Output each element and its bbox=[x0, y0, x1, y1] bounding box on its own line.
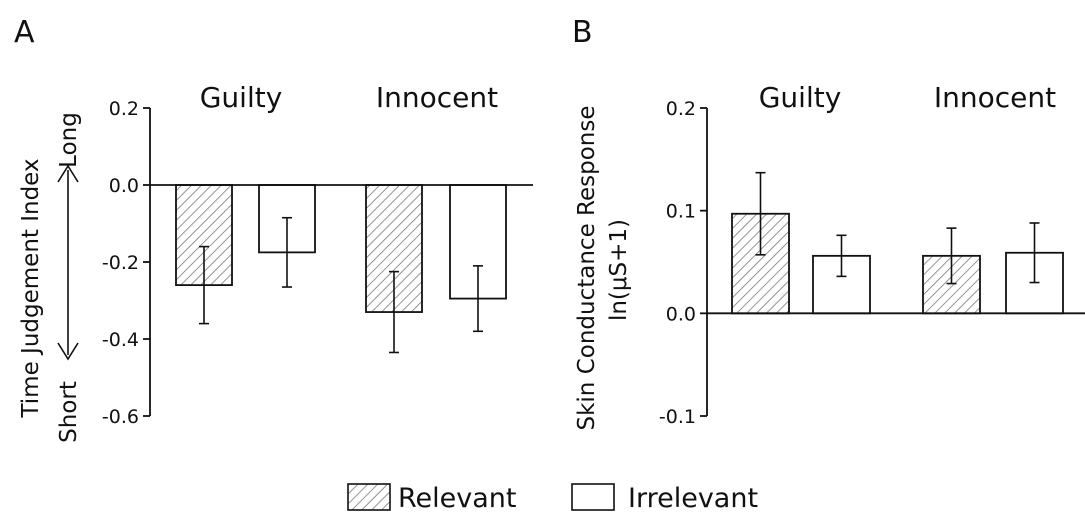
panel-a-bar-irrelevant-guilty-error-bar bbox=[282, 216, 292, 288]
panel-b-y-tick-label: 0.0 bbox=[666, 303, 696, 325]
panel-b-chart: 0.2 0.1 0.0 -0.1 bbox=[659, 98, 1085, 428]
panel-a-bar-relevant-guilty-error-bar bbox=[199, 245, 209, 325]
panel-a-y-tick-label: -0.2 bbox=[102, 252, 139, 274]
panel-b-bar-relevant-innocent-error-bar bbox=[946, 227, 957, 285]
panel-a-group-label-guilty: Guilty bbox=[200, 81, 283, 114]
panel-a-y-axis-label: Time Judgement Index bbox=[18, 158, 44, 418]
panel-a-direction-arrow bbox=[57, 164, 79, 361]
panel-b-group-label-innocent: Innocent bbox=[934, 81, 1056, 114]
panel-b-y-tick-label: -0.1 bbox=[659, 406, 696, 428]
panel-b-y-tick-label: 0.1 bbox=[666, 201, 696, 223]
panel-b-group-label-guilty: Guilty bbox=[759, 81, 842, 114]
legend-label-relevant: Relevant bbox=[398, 483, 517, 514]
legend-swatch-irrelevant bbox=[571, 483, 615, 511]
panel-a-y-tick-label: -0.6 bbox=[102, 406, 139, 428]
panel-a-bar-relevant-innocent-error-bar bbox=[389, 270, 399, 354]
panel-a-y-tick-label: 0.2 bbox=[109, 98, 139, 120]
panel-b-y-axis-unit-label: ln(μS+1) bbox=[606, 219, 632, 321]
panel-b-bar-irrelevant-guilty-error-bar bbox=[836, 234, 847, 278]
panel-a-direction-label-short: Short bbox=[56, 381, 82, 443]
legend-swatch-relevant bbox=[347, 483, 391, 511]
panel-a-y-tick-label: 0.0 bbox=[109, 175, 139, 197]
panel-a-letter: A bbox=[14, 15, 35, 50]
panel-a-y-tick-label: -0.4 bbox=[102, 329, 139, 351]
panel-a-bar-irrelevant-innocent-error-bar bbox=[473, 265, 483, 333]
panel-a-chart: 0.2 0.0 -0.2 -0.4 -0.6 bbox=[102, 98, 533, 428]
panel-b-bar-relevant-guilty-error-bar bbox=[755, 171, 766, 256]
legend-label-irrelevant: Irrelevant bbox=[628, 483, 758, 514]
panel-a-group-label-innocent: Innocent bbox=[376, 81, 498, 114]
panel-b-y-tick-label: 0.2 bbox=[666, 98, 696, 120]
panel-b-y-axis-label: Skin Conductance Response bbox=[574, 106, 600, 431]
panel-b-letter: B bbox=[572, 15, 593, 50]
panel-a-direction-label-long: Long bbox=[56, 112, 82, 168]
panel-b-bar-irrelevant-innocent-error-bar bbox=[1029, 222, 1040, 284]
legend: Relevant Irrelevant bbox=[347, 483, 758, 514]
